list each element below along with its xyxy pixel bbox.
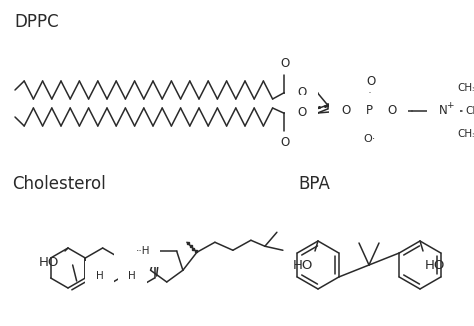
Text: O: O xyxy=(281,136,290,149)
Text: O: O xyxy=(297,86,306,99)
Text: HO: HO xyxy=(425,259,446,272)
Text: N: N xyxy=(439,105,448,117)
Text: CH₃: CH₃ xyxy=(457,129,474,139)
Text: CH₃: CH₃ xyxy=(457,83,474,93)
Text: O: O xyxy=(341,105,350,117)
Text: O: O xyxy=(387,105,396,117)
Text: ··H: ··H xyxy=(136,246,150,256)
Text: H: H xyxy=(128,271,136,281)
Text: O: O xyxy=(281,57,290,70)
Text: O: O xyxy=(297,107,306,120)
Text: HO: HO xyxy=(38,256,59,269)
Text: Cholesterol: Cholesterol xyxy=(12,175,106,193)
Text: BPA: BPA xyxy=(298,175,330,193)
Text: H: H xyxy=(96,271,103,281)
Text: DPPC: DPPC xyxy=(14,13,59,31)
Text: O·: O· xyxy=(364,134,376,144)
Text: +: + xyxy=(446,100,453,110)
Polygon shape xyxy=(328,104,342,111)
Text: O: O xyxy=(366,75,375,88)
Text: H: H xyxy=(344,106,352,118)
Text: H: H xyxy=(125,256,133,266)
Text: CH₃: CH₃ xyxy=(465,106,474,116)
Text: P: P xyxy=(366,105,373,117)
Text: HO: HO xyxy=(292,259,313,272)
